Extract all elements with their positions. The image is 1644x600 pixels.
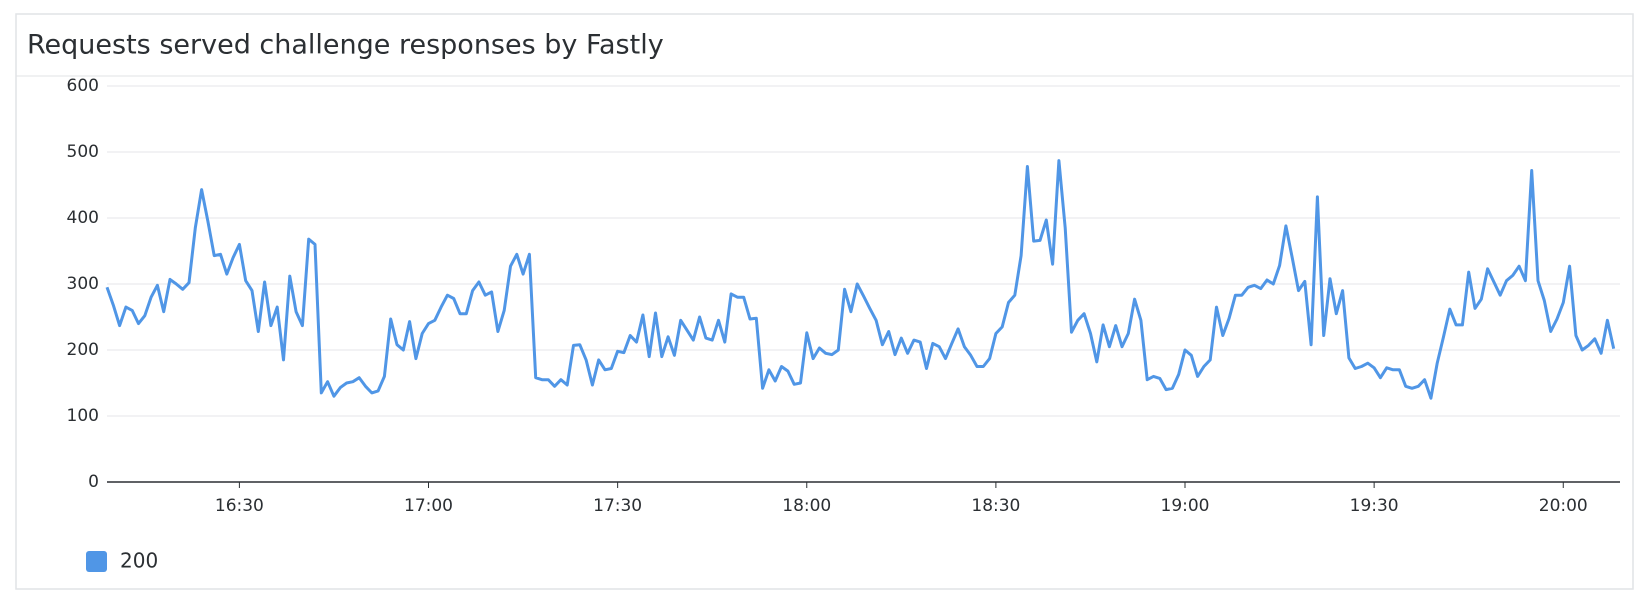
series-line — [105, 159, 1616, 400]
panel-border — [15, 13, 1634, 590]
y-tick-label: 300 — [67, 274, 99, 294]
x-tick-label: 18:30 — [971, 496, 1020, 516]
y-tick-label: 200 — [67, 340, 99, 360]
x-tick-label: 19:00 — [1161, 496, 1210, 516]
y-tick-label: 600 — [67, 76, 99, 96]
y-tick-label: 400 — [67, 208, 99, 228]
y-tick-label: 0 — [88, 472, 99, 492]
x-tick-label: 18:00 — [782, 496, 831, 516]
legend-label: 200 — [120, 549, 158, 573]
y-tick-label: 100 — [67, 406, 99, 426]
x-tick-label: 17:00 — [404, 496, 453, 516]
x-tick-label: 20:00 — [1539, 496, 1588, 516]
x-tick-label: 16:30 — [215, 496, 264, 516]
legend-swatch — [86, 551, 107, 572]
x-tick-label: 19:30 — [1350, 496, 1399, 516]
x-tick-label: 17:30 — [593, 496, 642, 516]
chart-title: Requests served challenge responses by F… — [27, 30, 664, 61]
y-tick-label: 500 — [67, 142, 99, 162]
